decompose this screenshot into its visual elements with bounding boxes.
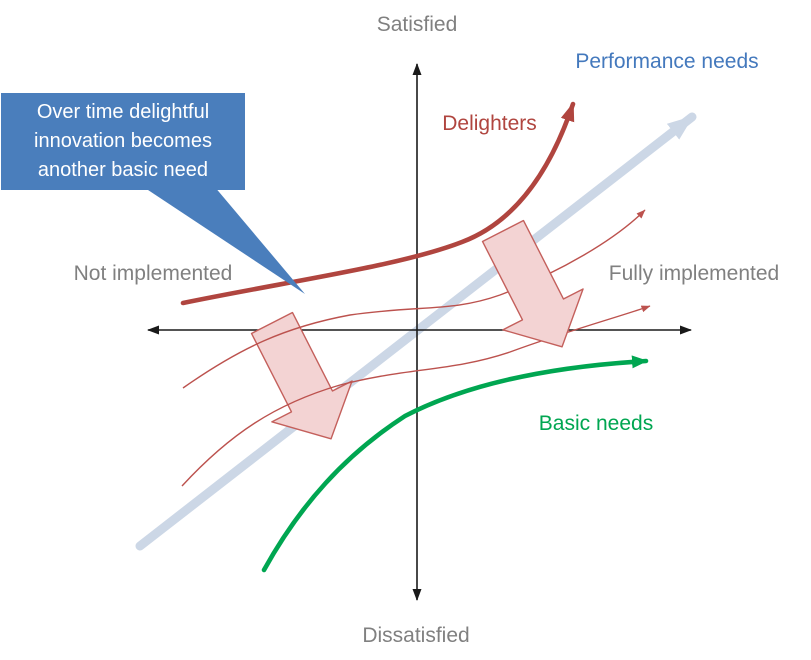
callout-line-2: innovation becomes — [34, 130, 212, 152]
delighters-label: Delighters — [442, 112, 537, 135]
migration-arrow-left — [250, 311, 353, 440]
axis-label-fully-implemented: Fully implemented — [608, 262, 780, 285]
basic-needs-label: Basic needs — [538, 412, 654, 435]
callout-tail — [142, 186, 305, 294]
axis-label-dissatisfied: Dissatisfied — [362, 624, 470, 647]
axis-label-not-implemented: Not implemented — [73, 262, 233, 285]
basic-needs-curve — [261, 355, 649, 573]
delighters-curve — [180, 101, 576, 306]
performance-needs-label: Performance needs — [575, 50, 759, 73]
axis-label-satisfied: Satisfied — [376, 13, 458, 36]
callout-line-3: another basic need — [37, 159, 209, 181]
transition-curve-upper — [182, 209, 646, 389]
callout-text: Over time delightful innovation becomes … — [1, 93, 245, 190]
callout-line-1: Over time delightful — [36, 101, 210, 123]
migration-arrow-right — [481, 219, 584, 348]
transition-curve-lower — [181, 305, 651, 487]
callout-box — [1, 93, 245, 190]
